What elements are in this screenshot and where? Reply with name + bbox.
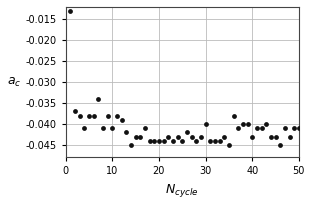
Point: [194, 139, 199, 142]
Point: [208, 139, 213, 142]
Point: [282, 126, 287, 130]
Point: [287, 135, 292, 138]
Point: [86, 114, 91, 117]
Point: [105, 114, 110, 117]
Point: [212, 139, 217, 142]
Point: [292, 126, 297, 130]
Point: [240, 122, 245, 126]
Point: [152, 139, 157, 142]
Point: [198, 135, 203, 138]
Point: [147, 139, 152, 142]
Point: [170, 139, 175, 142]
Point: [245, 122, 250, 126]
Point: [278, 143, 283, 147]
Point: [133, 135, 138, 138]
X-axis label: $N_{cycle}$: $N_{cycle}$: [165, 182, 199, 199]
Point: [142, 126, 147, 130]
Point: [119, 118, 124, 122]
Point: [231, 114, 236, 117]
Point: [296, 126, 301, 130]
Point: [91, 114, 96, 117]
Point: [236, 126, 241, 130]
Point: [175, 135, 180, 138]
Point: [203, 122, 208, 126]
Point: [217, 139, 222, 142]
Point: [128, 143, 133, 147]
Point: [138, 135, 143, 138]
Point: [110, 126, 115, 130]
Point: [254, 126, 259, 130]
Point: [100, 126, 105, 130]
Point: [227, 143, 232, 147]
Point: [264, 122, 269, 126]
Point: [189, 135, 194, 138]
Point: [259, 126, 264, 130]
Point: [72, 110, 77, 113]
Y-axis label: $a_c$: $a_c$: [7, 76, 21, 89]
Point: [273, 135, 278, 138]
Point: [250, 135, 255, 138]
Point: [96, 97, 101, 101]
Point: [124, 131, 129, 134]
Point: [180, 139, 185, 142]
Point: [222, 135, 227, 138]
Point: [268, 135, 273, 138]
Point: [156, 139, 161, 142]
Point: [184, 131, 189, 134]
Point: [161, 139, 166, 142]
Point: [77, 114, 82, 117]
Point: [68, 9, 73, 13]
Point: [166, 135, 171, 138]
Point: [82, 126, 87, 130]
Point: [115, 114, 119, 117]
